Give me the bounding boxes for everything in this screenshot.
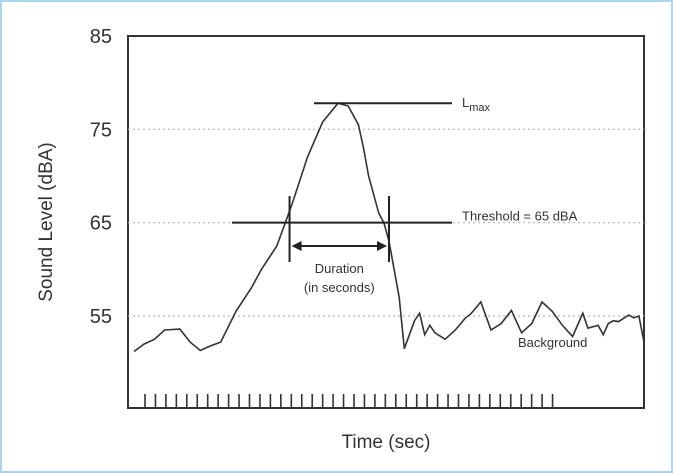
x-axis-label: Time (sec) bbox=[341, 432, 430, 453]
series-line bbox=[133, 102, 645, 353]
y-tick-label: 75 bbox=[90, 119, 112, 141]
duration-arrow-left-head bbox=[291, 241, 302, 251]
y-axis-label: Sound Level (dBA) bbox=[36, 142, 57, 302]
gridlines bbox=[128, 128, 644, 317]
background-label: Background bbox=[518, 335, 587, 350]
y-tick-labels: 55 65 75 85 bbox=[90, 26, 112, 328]
y-tick-label: 85 bbox=[90, 26, 112, 48]
lmax-label-subscript: max bbox=[469, 102, 490, 114]
y-tick-label: 65 bbox=[90, 213, 112, 235]
x-tick-marks bbox=[144, 394, 554, 408]
y-tick-label: 55 bbox=[90, 306, 112, 328]
duration-label-line2: (in seconds) bbox=[304, 280, 375, 295]
duration-label-line1: Duration bbox=[315, 261, 364, 276]
threshold-label: Threshold = 65 dBA bbox=[462, 209, 578, 224]
lmax-label: Lmax bbox=[462, 95, 491, 114]
lmax-label-main: L bbox=[462, 95, 469, 110]
duration-arrow-right-head bbox=[377, 241, 387, 251]
